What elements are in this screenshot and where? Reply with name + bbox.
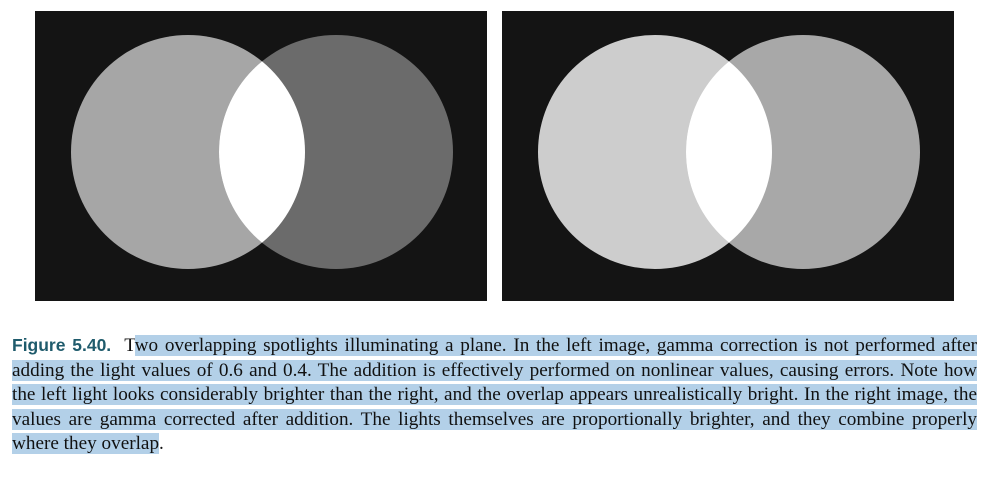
overlap-region bbox=[219, 35, 305, 269]
caption-end: . bbox=[159, 433, 164, 454]
caption-highlighted-text[interactable]: wo overlapping spotlights illuminating a… bbox=[12, 335, 977, 454]
spotlights-left-svg bbox=[71, 35, 453, 269]
figure-label: Figure 5.40. bbox=[12, 335, 112, 355]
overlap-region bbox=[686, 35, 772, 269]
right-image-gamma-corrected bbox=[502, 11, 954, 301]
figure-caption: Figure 5.40. Two overlapping spotlights … bbox=[12, 333, 977, 457]
caption-first-letter: T bbox=[124, 335, 135, 356]
left-image-no-gamma-correction bbox=[35, 11, 487, 301]
spotlights-right-svg bbox=[538, 35, 920, 269]
